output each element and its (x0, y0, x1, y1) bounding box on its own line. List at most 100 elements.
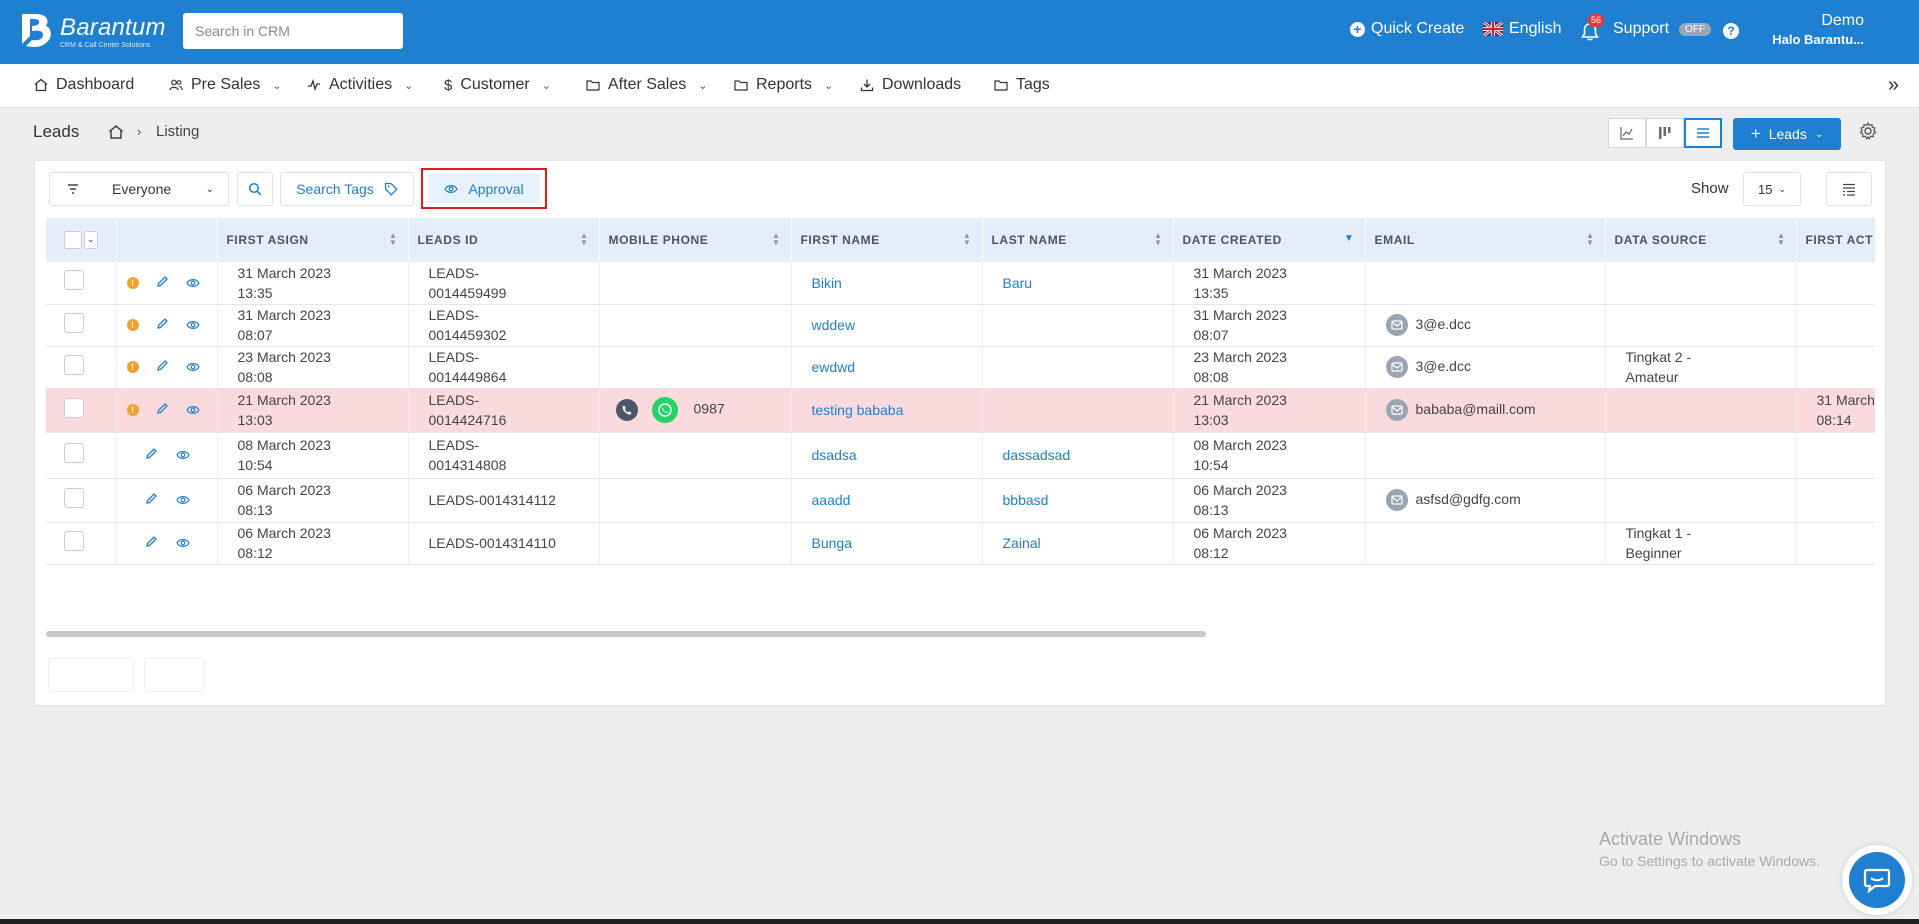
column-header[interactable]: LAST NAME ▲ ▼ (982, 218, 1174, 262)
approval-button[interactable]: Approval (428, 174, 540, 203)
whatsapp-icon[interactable] (651, 397, 678, 423)
table-row[interactable]: 06 March 2023 08:12 LEADS-0014314110 Bunga Z… (46, 522, 1875, 565)
barantum-logo[interactable]: Barantum CRM & Call Center Solutions (20, 12, 170, 52)
row-checkbox[interactable] (64, 397, 84, 418)
edit-pencil-icon[interactable] (156, 400, 169, 420)
owner-filter-value: Everyone (112, 181, 172, 197)
table-row[interactable]: ! 23 March 2023 08:08 LEADS- 0014449864 ewdwd… (46, 346, 1875, 389)
page-size-select[interactable]: 15 ⌄ (1743, 172, 1801, 206)
owner-filter-select[interactable]: Everyone ⌄ (49, 172, 229, 206)
kanban-view-button[interactable] (1646, 118, 1684, 148)
row-checkbox[interactable] (64, 270, 84, 291)
nav-downloads[interactable]: Downloads (860, 76, 961, 94)
view-eye-icon[interactable] (185, 315, 200, 335)
crm-search-input[interactable] (183, 13, 403, 49)
mail-icon[interactable] (1385, 314, 1408, 337)
first-act-cell (1796, 304, 1875, 347)
home-icon[interactable] (108, 124, 124, 140)
row-checkbox[interactable] (64, 530, 84, 551)
last-name-link[interactable]: Zainal (1002, 535, 1041, 551)
column-header[interactable]: MOBILE PHONE ▲ ▼ (599, 218, 792, 262)
table-row[interactable]: ! 31 March 2023 08:07 LEADS- 0014459302 wddew… (46, 304, 1875, 347)
column-header[interactable]: FIRST NAME ▲ ▼ (791, 218, 983, 262)
row-checkbox[interactable] (64, 312, 84, 333)
user-subtitle[interactable]: Halo Barantu... (1772, 32, 1864, 47)
chat-widget-button[interactable] (1842, 845, 1912, 915)
nav-dashboard[interactable]: Dashboard (34, 76, 134, 94)
help-icon[interactable]: ? (1723, 23, 1739, 39)
phone-call-icon[interactable] (615, 399, 638, 421)
row-checkbox[interactable] (64, 354, 84, 375)
horizontal-scrollbar[interactable] (46, 631, 1206, 637)
view-eye-icon[interactable] (185, 400, 200, 420)
first-name-link[interactable]: Bikin (811, 274, 842, 291)
row-checkbox[interactable] (64, 487, 84, 508)
home-icon (34, 78, 48, 92)
language-selector[interactable]: English (1483, 20, 1561, 38)
search-tags-button[interactable]: Search Tags (280, 172, 414, 206)
column-header[interactable]: EMAIL ▲ ▼ (1365, 218, 1606, 262)
row-checkbox[interactable] (64, 442, 84, 463)
column-header[interactable]: DATE CREATED ▼ (1173, 218, 1366, 262)
table-row[interactable]: 08 March 2023 10:54 LEADS- 0014314808 dsadsa… (46, 432, 1875, 479)
column-header[interactable]: FIRST ASIGN ▲ ▼ (217, 218, 409, 262)
select-all-header[interactable]: ⌄ (46, 218, 117, 262)
edit-pencil-icon[interactable] (145, 445, 158, 465)
support-toggle[interactable]: Support OFF (1613, 20, 1712, 38)
view-eye-icon[interactable] (175, 533, 190, 553)
nav-after-sales[interactable]: After Sales ⌄ (586, 76, 707, 94)
column-settings-button[interactable] (1826, 172, 1872, 206)
add-leads-button[interactable]: + Leads ⌄ (1733, 118, 1841, 150)
edit-pencil-icon[interactable] (145, 533, 158, 553)
info-alert-icon[interactable]: ! (126, 319, 139, 331)
data-source-line2: Beginner (1625, 545, 1682, 561)
column-header[interactable]: DATA SOURCE ▲ ▼ (1605, 218, 1797, 262)
info-alert-icon[interactable]: ! (126, 361, 139, 373)
chart-view-button[interactable] (1608, 118, 1646, 148)
table-row[interactable]: ! 21 March 2023 13:03 LEADS- 0014424716 0987 t… (46, 388, 1875, 433)
first-name-link[interactable]: dsadsa (811, 447, 857, 463)
info-alert-icon[interactable]: ! (126, 404, 139, 416)
nav-reports[interactable]: Reports ⌄ (734, 76, 833, 94)
mail-icon[interactable] (1385, 356, 1408, 379)
first-name-link[interactable]: testing bababa (811, 402, 904, 418)
row-actions: ! (125, 273, 209, 293)
nav-activities[interactable]: Activities ⌄ (307, 76, 413, 94)
double-chevron-right-icon[interactable]: » (1887, 74, 1899, 96)
nav-pre-sales[interactable]: Pre Sales ⌄ (169, 76, 282, 94)
leads-id-line1: LEADS-0014314112 (428, 492, 556, 508)
first-name-link[interactable]: aaadd (811, 492, 851, 508)
edit-pencil-icon[interactable] (156, 315, 169, 335)
quick-create-button[interactable]: + Quick Create (1350, 20, 1464, 38)
view-eye-icon[interactable] (185, 273, 200, 293)
chevron-down-icon[interactable]: ⌄ (84, 231, 98, 249)
kanban-icon (1659, 127, 1671, 139)
pagination-control[interactable] (144, 658, 204, 692)
mail-icon[interactable] (1385, 489, 1408, 512)
first-name-link[interactable]: ewdwd (811, 359, 856, 375)
first-name-link[interactable]: wddew (811, 317, 856, 333)
table-row[interactable]: ! 31 March 2023 13:35 LEADS- 0014459499 Bikin… (46, 262, 1875, 305)
first-name-link[interactable]: Bunga (811, 535, 852, 551)
edit-pencil-icon[interactable] (145, 490, 158, 510)
view-eye-icon[interactable] (175, 445, 190, 465)
gear-icon[interactable] (1859, 122, 1877, 140)
user-name[interactable]: Demo (1821, 12, 1864, 29)
last-name-link[interactable]: Baru (1002, 274, 1033, 291)
last-name-link[interactable]: bbbasd (1002, 492, 1049, 508)
list-view-button[interactable] (1684, 118, 1722, 148)
nav-tags[interactable]: Tags (994, 76, 1050, 94)
edit-pencil-icon[interactable] (156, 273, 169, 293)
column-header[interactable]: FIRST ACT (1796, 218, 1875, 262)
info-alert-icon[interactable]: ! (126, 276, 139, 289)
view-eye-icon[interactable] (175, 490, 190, 510)
search-button[interactable] (237, 172, 273, 206)
nav-customer[interactable]: $ Customer ⌄ (444, 76, 551, 94)
last-name-link[interactable]: dassadsad (1002, 447, 1071, 463)
view-eye-icon[interactable] (185, 357, 200, 377)
table-row[interactable]: 06 March 2023 08:13 LEADS-0014314112 aaadd b… (46, 478, 1875, 523)
edit-pencil-icon[interactable] (156, 357, 169, 377)
mail-icon[interactable] (1385, 399, 1408, 422)
select-all-checkbox[interactable] (64, 231, 82, 249)
column-header[interactable]: LEADS ID ▲ ▼ (408, 218, 600, 262)
